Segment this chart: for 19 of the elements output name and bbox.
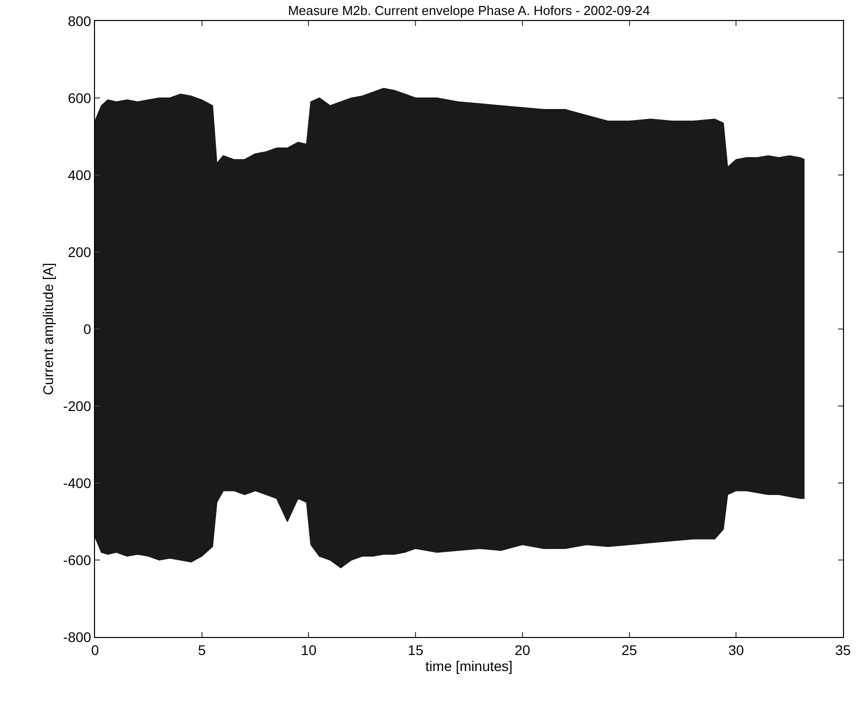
- x-tick-label: 25: [622, 642, 638, 658]
- y-tick-label: 600: [68, 90, 92, 106]
- chart-title: Measure M2b. Current envelope Phase A. Hofors - 2002-09-24: [288, 3, 650, 18]
- y-axis-title: Current amplitude [A]: [40, 262, 56, 396]
- x-tick-label: 10: [300, 642, 317, 658]
- y-tick-label: 800: [68, 12, 92, 29]
- x-tick-label: 15: [408, 642, 424, 658]
- x-tick-label: 20: [514, 642, 530, 658]
- x-tick-label: 5: [198, 642, 206, 658]
- y-tick-label: -400: [63, 474, 92, 491]
- y-tick-label: -200: [63, 398, 92, 414]
- y-tick-label: 200: [68, 244, 92, 260]
- x-tick-label: 35: [835, 642, 851, 658]
- y-tick-label: 0: [83, 320, 92, 337]
- y-tick-label: 400: [68, 166, 92, 183]
- x-axis-title: time [minutes]: [425, 658, 513, 674]
- x-tick-label: 30: [728, 642, 744, 658]
- y-tick-label: -600: [63, 552, 92, 568]
- y-tick-label: -800: [63, 628, 92, 645]
